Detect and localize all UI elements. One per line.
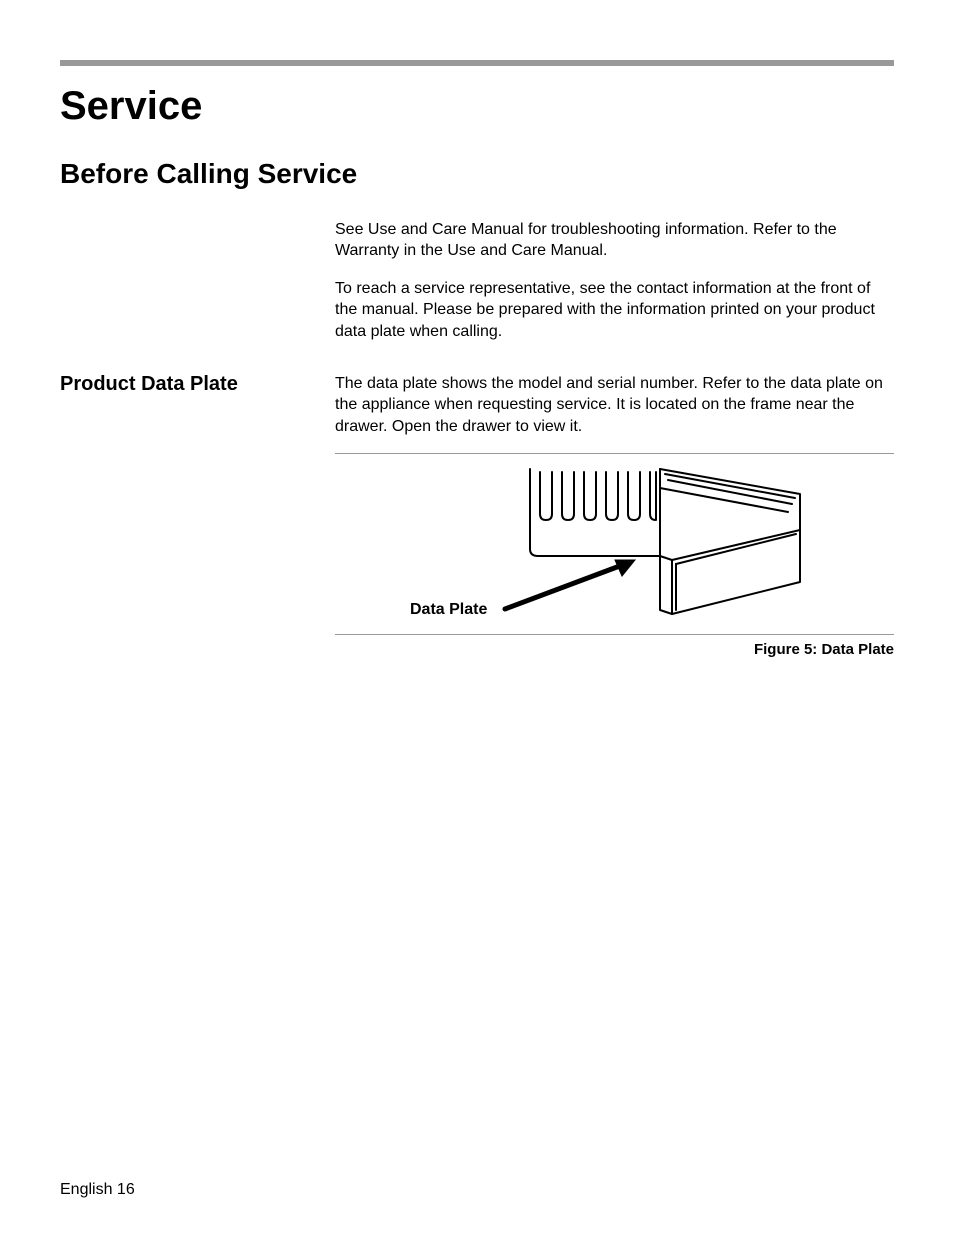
section-heading-before-calling: Before Calling Service [60, 157, 894, 191]
top-rule [60, 60, 894, 66]
data-plate-diagram: Data Plate [400, 464, 830, 624]
intro-paragraph-2: To reach a service representative, see t… [335, 278, 894, 343]
data-plate-paragraph: The data plate shows the model and seria… [335, 373, 894, 438]
subheading-product-data-plate: Product Data Plate [60, 373, 319, 396]
page-title: Service [60, 84, 894, 129]
figure-caption: Figure 5: Data Plate [335, 641, 894, 658]
data-plate-section: Product Data Plate The data plate shows … [60, 373, 894, 659]
figure-block: Data Plate [335, 453, 894, 635]
page-footer: English 16 [60, 1181, 135, 1199]
intro-paragraph-1: See Use and Care Manual for troubleshoot… [335, 219, 894, 262]
intro-section: See Use and Care Manual for troubleshoot… [60, 219, 894, 359]
figure-callout-label: Data Plate [410, 601, 487, 618]
